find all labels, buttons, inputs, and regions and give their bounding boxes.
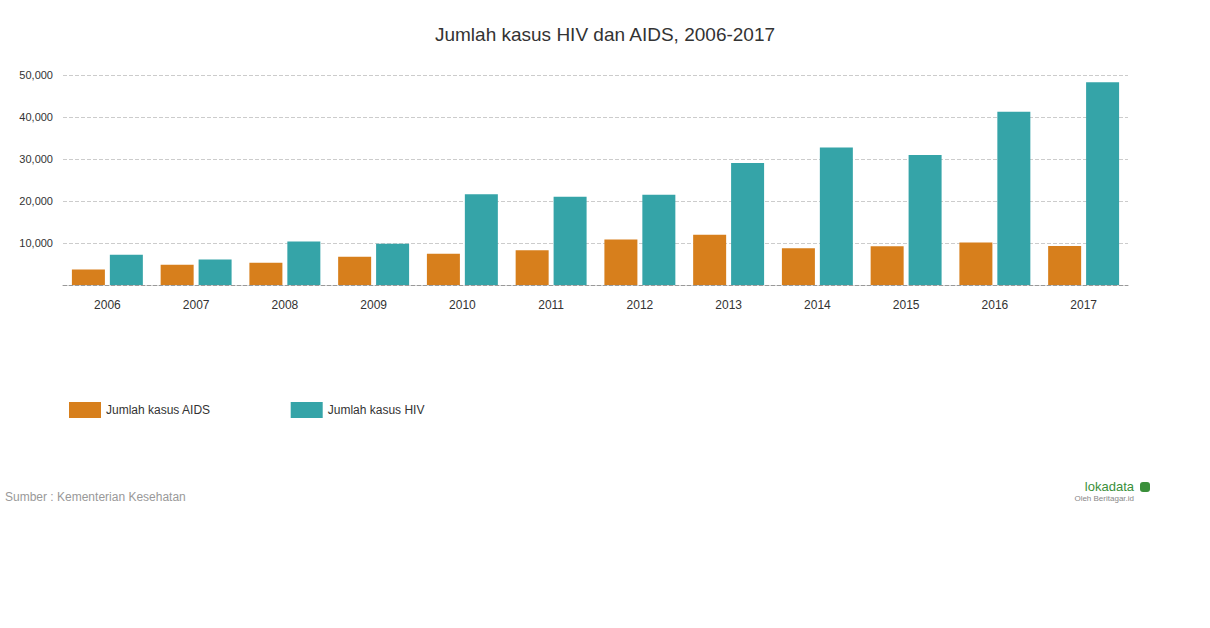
svg-text:2007: 2007 bbox=[183, 298, 210, 312]
svg-text:2017: 2017 bbox=[1070, 298, 1097, 312]
svg-text:2014: 2014 bbox=[804, 298, 831, 312]
svg-text:2009: 2009 bbox=[360, 298, 387, 312]
svg-text:lokadata: lokadata bbox=[1085, 479, 1135, 494]
svg-text:Jumlah kasus HIV dan AIDS, 200: Jumlah kasus HIV dan AIDS, 2006-2017 bbox=[435, 24, 775, 45]
svg-text:20,000: 20,000 bbox=[19, 195, 53, 207]
svg-text:2006: 2006 bbox=[94, 298, 121, 312]
svg-text:2008: 2008 bbox=[272, 298, 299, 312]
svg-text:Jumlah kasus HIV: Jumlah kasus HIV bbox=[328, 403, 425, 417]
svg-text:2011: 2011 bbox=[538, 298, 564, 312]
svg-text:2013: 2013 bbox=[715, 298, 742, 312]
svg-text:2012: 2012 bbox=[627, 298, 654, 312]
svg-text:40,000: 40,000 bbox=[19, 111, 53, 123]
svg-text:10,000: 10,000 bbox=[19, 237, 53, 249]
svg-text:50,000: 50,000 bbox=[19, 69, 53, 81]
svg-text:2016: 2016 bbox=[982, 298, 1009, 312]
svg-text:Jumlah kasus AIDS: Jumlah kasus AIDS bbox=[106, 403, 210, 417]
svg-text:2010: 2010 bbox=[449, 298, 476, 312]
svg-text:2015: 2015 bbox=[893, 298, 920, 312]
svg-text:Oleh Beritagar.id: Oleh Beritagar.id bbox=[1074, 494, 1134, 503]
svg-text:Sumber : Kementerian Kesehatan: Sumber : Kementerian Kesehatan bbox=[5, 490, 186, 504]
svg-text:30,000: 30,000 bbox=[19, 153, 53, 165]
